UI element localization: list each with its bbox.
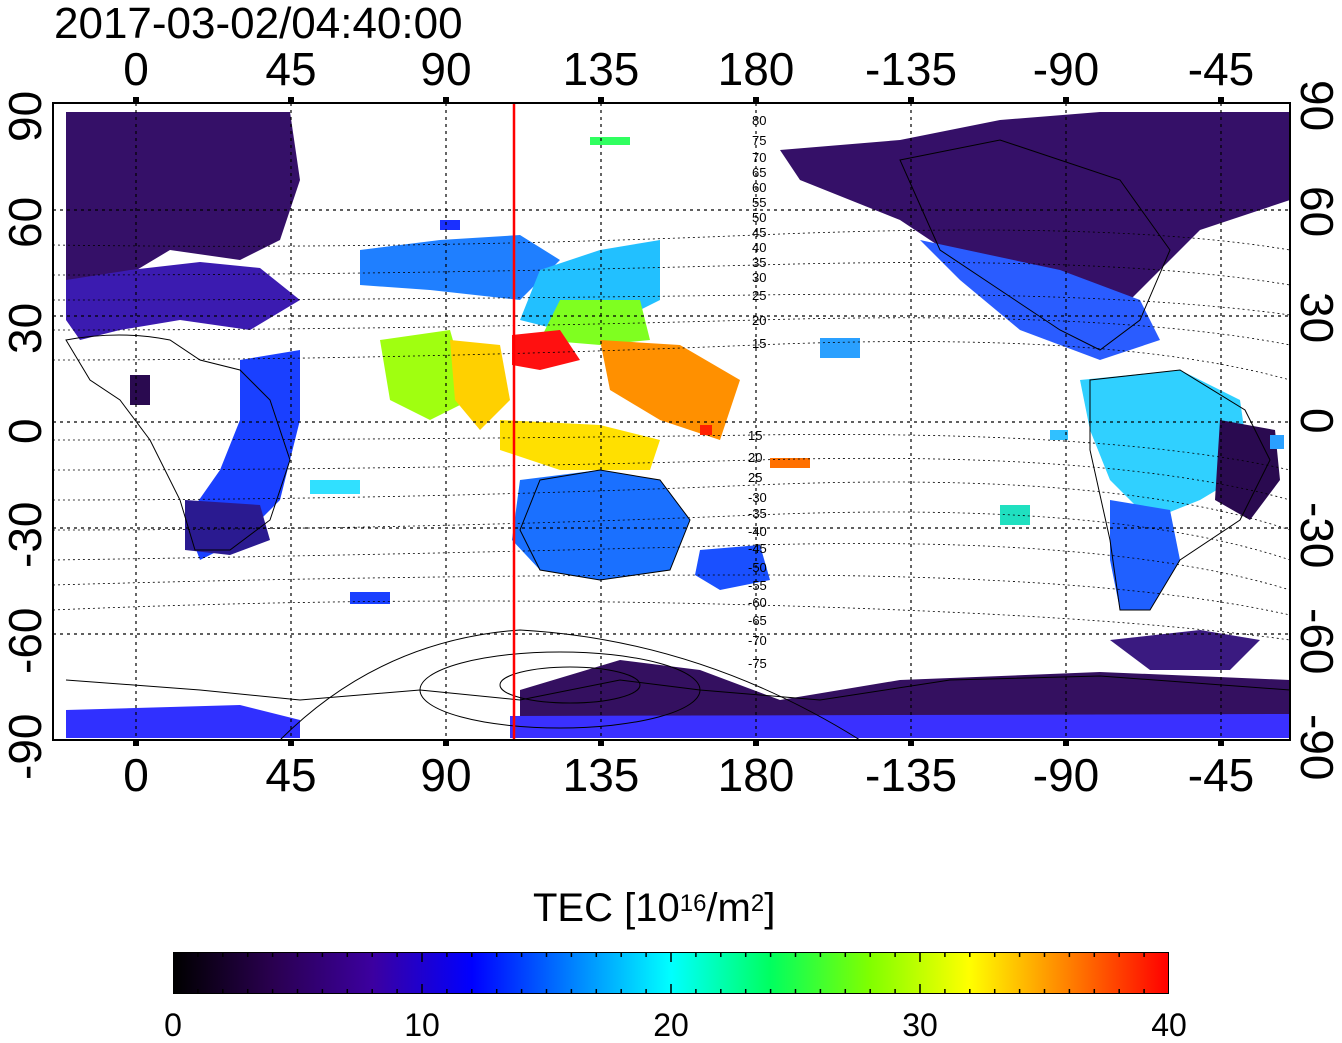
tec-scatter-cells — [130, 137, 1284, 604]
right-lat-label-m60: -60 — [1291, 608, 1342, 675]
right-lat-label-90: 90 — [1291, 80, 1342, 132]
tec-region-usa — [920, 240, 1160, 360]
map-frame — [52, 102, 1291, 741]
mlat-label: -70 — [748, 633, 767, 648]
left-lat-label-0: 0 — [0, 418, 51, 444]
left-lat-label-90: 90 — [0, 90, 51, 142]
colorbar-label-0: 0 — [164, 1007, 182, 1043]
mlat-label: 60 — [752, 180, 766, 195]
bottom-lon-label-m45: -45 — [1187, 749, 1255, 801]
bottom-lon-label-135: 135 — [562, 749, 640, 801]
mlat-label: 20 — [748, 450, 762, 465]
colorbar-label-20: 20 — [653, 1007, 689, 1043]
right-lat-label-60: 60 — [1291, 186, 1342, 238]
colorbar-label-10: 10 — [404, 1007, 440, 1043]
top-lon-label-m45: -45 — [1187, 43, 1255, 95]
mlat-label: 80 — [752, 113, 766, 128]
colorbar-label-40: 40 — [1151, 1007, 1187, 1043]
right-lat-label-30: 30 — [1291, 292, 1342, 344]
colorbar-title-suffix: ] — [764, 886, 776, 930]
mlat-label: 55 — [752, 195, 766, 210]
tec-region-asia-north — [360, 235, 560, 300]
mlat-label: 20 — [752, 313, 766, 328]
right-lat-label-0: 0 — [1291, 408, 1342, 434]
colorbar-title-exponent: 16 — [679, 890, 707, 917]
mlat-label: -30 — [748, 490, 767, 505]
mlat-label: 75 — [752, 133, 766, 148]
tec-region-europe — [66, 112, 300, 300]
bottom-lon-label-45: 45 — [265, 749, 317, 801]
mlat-label: -75 — [748, 656, 767, 671]
tec-region-antarctica-west — [66, 705, 300, 738]
mlat-label: -55 — [748, 578, 767, 593]
tec-region-japan-green — [540, 300, 650, 345]
mlat-label: 25 — [748, 470, 762, 485]
map-grid — [53, 103, 1290, 740]
mlat-label: 45 — [752, 225, 766, 240]
colorbar-title-exponent2: 2 — [750, 890, 765, 917]
tec-region-antarctica — [520, 660, 1290, 720]
tec-region-nz — [695, 545, 770, 590]
tec-region-europe-south — [66, 262, 300, 340]
mlat-label: 70 — [752, 150, 766, 165]
map-ticks — [133, 97, 1224, 746]
mlat-label: 40 — [752, 240, 766, 255]
tec-region-patagonia — [1110, 500, 1180, 610]
map-title: 2017-03-02/04:40:00 — [54, 0, 463, 48]
magnetic-latitude-contours — [53, 229, 1290, 641]
left-lat-label-30: 30 — [0, 302, 51, 354]
top-lon-label-m90: -90 — [1032, 43, 1100, 95]
mlat-label: 15 — [752, 336, 766, 351]
colorbar-title-mid: /m — [706, 886, 751, 930]
mlat-label: 25 — [752, 288, 766, 303]
left-lat-label-m30: -30 — [0, 501, 51, 568]
bottom-lon-label-180: 180 — [717, 749, 795, 801]
mlat-label: 30 — [752, 270, 766, 285]
tec-region-indonesia — [500, 420, 660, 470]
left-lat-label-m90: -90 — [0, 713, 51, 780]
right-lat-label-m90: -90 — [1291, 714, 1342, 781]
mlat-label: -35 — [748, 506, 767, 521]
mlat-label: -50 — [748, 560, 767, 575]
colorbar-title-prefix: TEC [10 — [533, 886, 680, 930]
top-lon-label-90: 90 — [420, 43, 472, 95]
tec-region-china-red — [512, 330, 580, 370]
bottom-lon-label-m90: -90 — [1032, 749, 1100, 801]
colorbar-title: TEC [1016/m2] — [533, 886, 775, 930]
tec-region-africa-south — [185, 500, 270, 555]
mlat-label: -60 — [748, 595, 767, 610]
top-lon-label-135: 135 — [562, 43, 640, 95]
top-lon-label-m135: -135 — [864, 43, 958, 95]
mlat-label: 15 — [748, 428, 762, 443]
colorbar-ticks — [197, 952, 1145, 994]
tec-region-brazil-dark — [1215, 420, 1280, 520]
coastlines — [65, 139, 1290, 701]
mlat-label: 35 — [752, 255, 766, 270]
top-lon-label-0: 0 — [123, 43, 149, 95]
mlat-label: 65 — [752, 165, 766, 180]
tec-region-pacific-orange — [600, 340, 740, 440]
left-lat-label-m60: -60 — [0, 607, 51, 674]
mlat-label: 50 — [752, 210, 766, 225]
mlat-label: -65 — [748, 613, 767, 628]
colorbar-label-30: 30 — [902, 1007, 938, 1043]
mlat-label: -45 — [748, 541, 767, 556]
mlat-label: -40 — [748, 524, 767, 539]
bottom-lon-label-90: 90 — [420, 749, 472, 801]
tec-region-india — [380, 330, 470, 420]
top-lon-label-45: 45 — [265, 43, 317, 95]
bottom-lon-label-0: 0 — [123, 749, 149, 801]
top-lon-label-180: 180 — [717, 43, 795, 95]
tec-region-antarctica-coast — [510, 714, 1290, 738]
left-lat-label-60: 60 — [0, 196, 51, 248]
tec-region-se-asia — [450, 340, 510, 430]
bottom-lon-label-m135: -135 — [864, 749, 958, 801]
tec-region-antarctic-peninsula — [1110, 630, 1260, 670]
tec-data-layer — [66, 112, 1290, 738]
tec-region-south-america — [1080, 370, 1250, 520]
right-lat-label-m30: -30 — [1291, 502, 1342, 569]
